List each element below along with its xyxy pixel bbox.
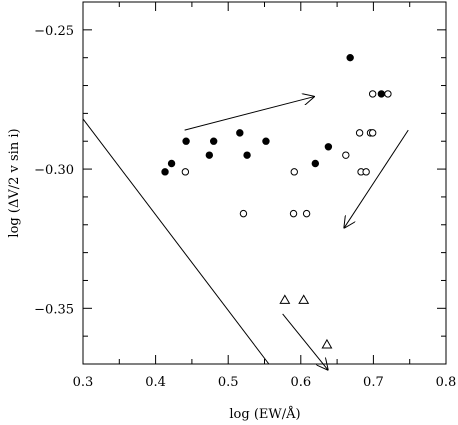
open-circle-point <box>290 168 298 176</box>
open-circle-point <box>368 129 377 137</box>
arrow <box>184 97 314 131</box>
filled-circle-point <box>311 159 320 168</box>
filled-circle-point <box>161 168 169 176</box>
open-circle-point <box>239 209 248 218</box>
data-points <box>161 53 392 349</box>
open-circle-point <box>342 151 350 159</box>
x-tick-label: 0.7 <box>363 375 384 390</box>
x-tick-label: 0.3 <box>73 375 94 390</box>
filled-circle-point <box>262 137 270 145</box>
x-axis-title: log (EW/Å) <box>229 406 300 422</box>
y-tick-label: −0.35 <box>34 302 74 317</box>
open-circle-point <box>289 209 298 218</box>
open-circle-point <box>362 168 370 176</box>
x-tick-label: 0.8 <box>436 375 457 390</box>
open-triangle-point <box>321 338 333 349</box>
axis-labels: 0.3 0.4 0.5 0.6 0.7 0.8 −0.35 −0.30 −0.25 log (EW… <box>7 24 456 422</box>
x-tick-label: 0.4 <box>145 375 166 390</box>
arrow <box>344 129 409 227</box>
y-tick-label: −0.25 <box>34 24 74 39</box>
filled-circle-point <box>324 143 333 151</box>
filled-circle-point <box>243 151 251 159</box>
plot-frame <box>82 1 447 365</box>
filled-circle-point <box>209 137 218 145</box>
open-circle-point <box>355 129 364 137</box>
guide-lines <box>82 97 409 370</box>
filled-circle-point <box>236 129 244 137</box>
open-triangle-point <box>298 294 310 304</box>
filled-circle-point <box>377 90 386 98</box>
open-circle-point <box>302 209 311 218</box>
open-circle-point <box>368 90 377 98</box>
filled-circle-point <box>205 151 214 159</box>
open-circle-point <box>181 168 190 176</box>
x-tick-label: 0.5 <box>218 375 239 390</box>
y-tick-label: −0.30 <box>34 163 74 178</box>
axis-ticks <box>82 1 447 365</box>
open-triangle-point <box>279 294 291 304</box>
open-circle-point <box>384 90 392 98</box>
arrow <box>282 313 328 370</box>
y-axis-title: log (ΔV/2 v sin i) <box>7 128 22 237</box>
filled-circle-point <box>346 53 354 62</box>
diagonal-line <box>82 118 270 365</box>
filled-circle-point <box>182 137 190 145</box>
x-tick-label: 0.6 <box>290 375 311 390</box>
filled-circle-point <box>167 159 176 168</box>
